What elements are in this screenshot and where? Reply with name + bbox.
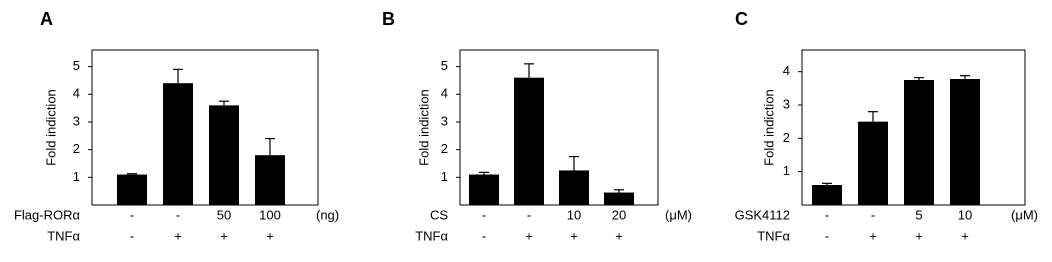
row-label: 5 bbox=[915, 207, 922, 222]
plot-frame bbox=[91, 49, 319, 206]
y-tick-label: 4 bbox=[783, 63, 790, 78]
bar bbox=[858, 121, 888, 205]
y-tick-label: 1 bbox=[73, 169, 80, 184]
bar bbox=[209, 105, 239, 205]
y-tick-label: 4 bbox=[441, 86, 448, 101]
y-axis-label: Fold indiction bbox=[416, 89, 431, 166]
bar bbox=[950, 79, 980, 205]
y-tick-label: 3 bbox=[783, 96, 790, 111]
row-label: + bbox=[570, 228, 578, 243]
row-label: - bbox=[527, 207, 531, 222]
row-label: + bbox=[961, 228, 969, 243]
panel-label: B bbox=[382, 9, 395, 29]
row-label: - bbox=[130, 207, 134, 222]
y-tick-label: 1 bbox=[441, 169, 448, 184]
row-unit: (μM) bbox=[665, 207, 692, 222]
row-label: + bbox=[266, 228, 274, 243]
y-tick-label: 3 bbox=[73, 113, 80, 128]
panel-label: C bbox=[735, 9, 748, 29]
y-tick-label: 2 bbox=[73, 141, 80, 156]
row-label: 50 bbox=[217, 207, 231, 222]
row-label: + bbox=[174, 228, 182, 243]
row-label: - bbox=[871, 207, 875, 222]
row-label: + bbox=[869, 228, 877, 243]
y-axis-label: Fold indiction bbox=[761, 89, 776, 166]
y-tick-label: 2 bbox=[783, 130, 790, 145]
panel-label: A bbox=[40, 9, 53, 29]
bar bbox=[255, 155, 285, 205]
bar bbox=[514, 77, 544, 205]
row-label: + bbox=[525, 228, 533, 243]
bar bbox=[904, 80, 934, 205]
row-label: - bbox=[176, 207, 180, 222]
row-label: - bbox=[482, 228, 486, 243]
bar bbox=[604, 192, 634, 205]
row-label: - bbox=[825, 228, 829, 243]
row-label: - bbox=[825, 207, 829, 222]
row-label: 10 bbox=[958, 207, 972, 222]
y-tick-label: 1 bbox=[783, 163, 790, 178]
row-unit: (ng) bbox=[316, 207, 339, 222]
row-label: - bbox=[482, 207, 486, 222]
row-name: TNFα bbox=[415, 228, 448, 243]
row-label: - bbox=[130, 228, 134, 243]
row-name: CS bbox=[430, 207, 448, 222]
row-name: Flag-RORα bbox=[14, 207, 81, 222]
bar bbox=[163, 83, 193, 205]
y-tick-label: 2 bbox=[441, 141, 448, 156]
y-axis-label: Fold indiction bbox=[43, 89, 58, 166]
y-tick-label: 4 bbox=[73, 86, 80, 101]
row-name: TNFα bbox=[47, 228, 80, 243]
bar bbox=[469, 174, 499, 205]
row-label: 20 bbox=[612, 207, 626, 222]
row-label: + bbox=[915, 228, 923, 243]
y-tick-label: 5 bbox=[441, 58, 448, 73]
y-tick-label: 3 bbox=[441, 113, 448, 128]
bar bbox=[117, 174, 147, 205]
row-label: + bbox=[615, 228, 623, 243]
row-unit: (μM) bbox=[1011, 207, 1038, 222]
bar bbox=[559, 170, 589, 205]
row-name: TNFα bbox=[757, 228, 790, 243]
row-label: + bbox=[220, 228, 228, 243]
row-label: 100 bbox=[259, 207, 281, 222]
row-name: GSK4112 bbox=[735, 207, 790, 222]
row-label: 10 bbox=[567, 207, 581, 222]
bar bbox=[812, 185, 842, 205]
y-tick-label: 5 bbox=[73, 58, 80, 73]
